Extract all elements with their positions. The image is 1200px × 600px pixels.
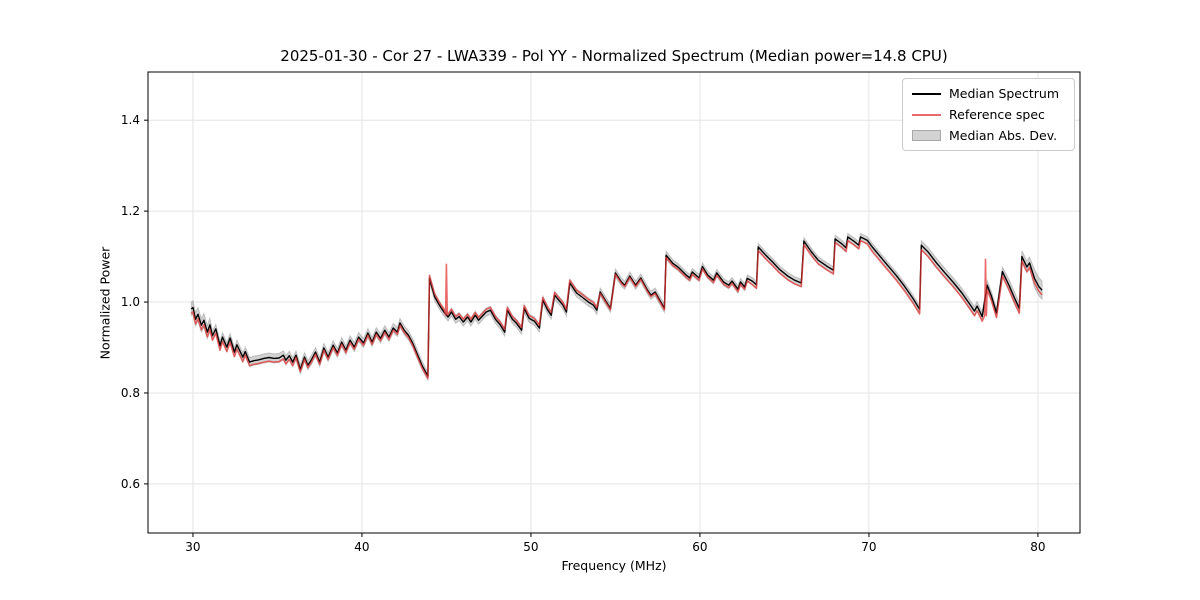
x-tick-label: 50 xyxy=(523,540,538,554)
legend-label: Median Abs. Dev. xyxy=(949,128,1058,143)
y-tick-label: 0.8 xyxy=(121,386,140,400)
legend-label: Reference spec xyxy=(949,107,1045,122)
legend-label: Median Spectrum xyxy=(949,86,1060,101)
median-abs-dev-patch-swatch xyxy=(912,130,941,141)
legend-item-median-abs-dev: Median Abs. Dev. xyxy=(912,128,1066,143)
x-tick-label: 40 xyxy=(354,540,369,554)
x-tick-label: 80 xyxy=(1030,540,1045,554)
chart-title: 2025-01-30 - Cor 27 - LWA339 - Pol YY - … xyxy=(280,47,948,65)
legend-item-reference-spec: Reference spec xyxy=(912,107,1066,122)
median-spectrum-line-swatch xyxy=(912,92,941,95)
median-abs-dev-band xyxy=(190,232,1043,383)
y-tick-label: 1.4 xyxy=(121,113,140,127)
reference-spec-line-swatch xyxy=(912,113,941,116)
x-tick-label: 70 xyxy=(861,540,876,554)
legend-item-median-spectrum: Median Spectrum xyxy=(912,86,1066,101)
y-tick-label: 1.0 xyxy=(121,295,140,309)
x-axis-label: Frequency (MHz) xyxy=(561,558,667,573)
reference-spec-line xyxy=(190,239,1043,380)
x-tick-label: 60 xyxy=(692,540,707,554)
x-tick-label: 30 xyxy=(185,540,200,554)
y-tick-label: 1.2 xyxy=(121,204,140,218)
legend: Median Spectrum Reference spec Median Ab… xyxy=(902,78,1075,151)
y-tick-label: 0.6 xyxy=(121,477,140,491)
